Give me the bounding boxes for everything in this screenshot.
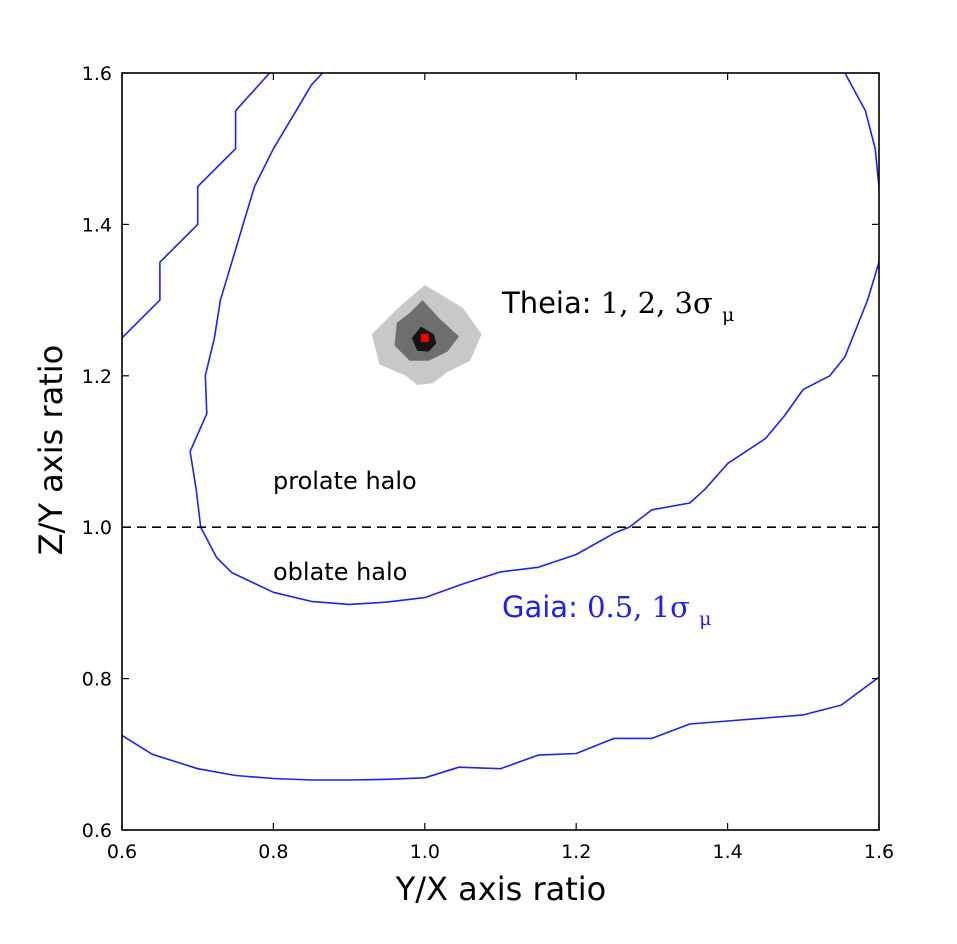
annotation-theia-mu: μ	[722, 304, 734, 326]
x-tick-label: 1.4	[712, 841, 742, 863]
y-tick-label: 1.4	[82, 214, 112, 236]
x-tick-label: 1.2	[561, 841, 591, 863]
annotation-gaia-prefix: Gaia:	[502, 590, 578, 624]
gaia-contour-line-3	[189, 73, 879, 606]
y-axis-title: Z/Y axis ratio	[32, 345, 70, 555]
annotation-gaia: Gaia: 0.5, 1σ μ	[502, 590, 711, 630]
annotation-theia: Theia: 1, 2, 3σ μ	[501, 286, 734, 326]
gaia-contour-line-1	[122, 73, 271, 339]
y-tick-label: 0.8	[82, 669, 112, 691]
annotation-oblate-halo: oblate halo	[273, 558, 407, 586]
annotation-gaia-levels: 0.5, 1σ	[587, 590, 690, 624]
x-tick-label: 0.6	[107, 841, 137, 863]
plot-frame	[121, 72, 880, 831]
x-tick-label: 1.0	[410, 841, 440, 863]
gaia-contour-line-2	[122, 676, 879, 781]
x-axis-title: Y/X axis ratio	[395, 870, 606, 908]
x-tick-label: 0.8	[258, 841, 288, 863]
annotation-theia-prefix: Theia:	[501, 286, 592, 320]
y-tick-label: 1.2	[82, 366, 112, 388]
annotation-gaia-mu: μ	[699, 608, 711, 630]
annotation-prolate-halo: prolate halo	[273, 467, 417, 495]
x-tick-label: 1.6	[864, 841, 894, 863]
data-layer	[122, 73, 879, 781]
y-tick-label: 1.0	[82, 517, 112, 539]
truth-marker	[420, 333, 429, 342]
plot-area: 0.6 0.8 1.0 1.2 1.4 1.6 0.6 0.8 1.0 1.2 1.4 1.6	[82, 63, 894, 863]
y-tick-label: 0.6	[82, 820, 112, 842]
y-tick-label: 1.6	[82, 63, 112, 85]
annotation-theia-levels: 1, 2, 3σ	[601, 286, 713, 320]
